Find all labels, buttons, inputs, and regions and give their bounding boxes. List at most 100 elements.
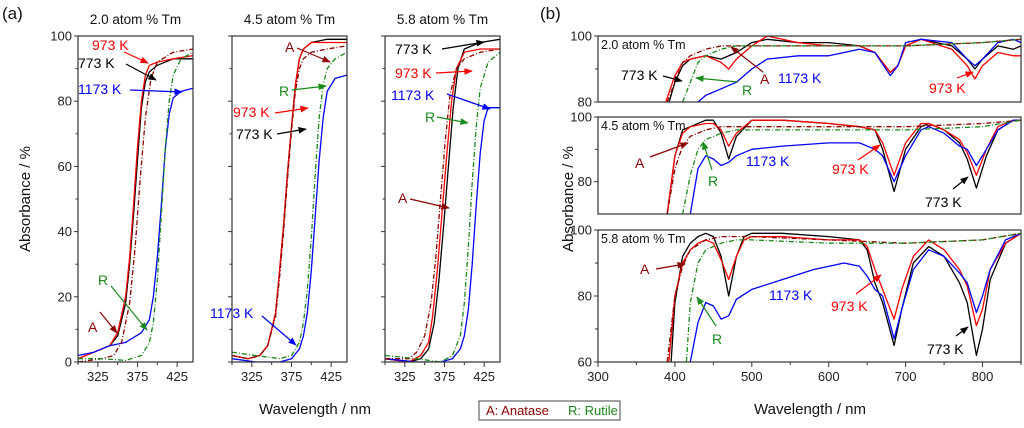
series-line-1173k [385,107,500,362]
a-ylabel: Absorbance / % [17,146,34,252]
plot-a-2: 325 375 425 4.5 atom % Tm A R 973 K 773 K 1173 K [210,12,348,384]
annotation-label: 773 K [621,67,658,83]
y-tick-label: 20 [58,289,72,304]
annotation-label: 773 K [927,341,964,357]
series-line-973k [78,54,193,360]
x-tick-label: 400 [664,369,686,384]
series-line-1173k [78,87,193,357]
annotation-label: 973 K [929,80,966,96]
annotation-arrow [649,142,689,158]
annotation-arrow [436,116,469,125]
x-tick-label: 425 [166,369,188,384]
series-line-1173k [689,119,1021,214]
y-tick-label: 60 [58,159,72,174]
legend-anatase: A: Anatase [486,403,549,418]
annotation-label: R [708,173,718,189]
series-line-r [681,119,1021,214]
annotation-arrow [702,141,713,171]
plot-b-3: 60 80 100 300 400 500 600 700 800 5.8 atom % Tm A R… [570,223,1022,384]
annotation-label: A [285,39,295,55]
annotation-label: A [398,190,408,206]
annotation-label: 1173 K [778,70,822,86]
annotation-arrow [696,296,717,327]
annotation-label: A [88,319,98,335]
y-tick-label: 0 [65,355,72,370]
series-line-973k [666,119,1021,214]
subplot-title: 5.8 atom % Tm [601,232,686,246]
annotation-arrow [125,63,157,81]
series-line-r [685,232,1021,362]
series-line-a [666,232,1021,362]
annotation-label: A [635,155,645,171]
annotation-label: A [760,71,770,87]
y-tick-label: 100 [50,29,72,44]
annotation-label: 1173 K [210,305,254,321]
series-group [232,38,347,362]
annotation-label: 1173 K [391,87,435,103]
plot-b-1: 80 100 2.0 atom % Tm 773 K AR 1173 K 973 K [570,29,1022,110]
series-line-1173k [697,38,1021,102]
annotation-arrow [441,39,485,50]
y-tick-label: 80 [578,95,592,110]
annotation-arrow [662,75,683,83]
annotation-label: 973 K [233,104,270,120]
series-line-r [232,51,347,360]
series-line-a [666,38,1021,102]
subplot-title: 5.8 atom % Tm [397,12,488,27]
x-tick-label: 700 [895,369,917,384]
annotation-arrow [291,83,327,91]
x-tick-label: 325 [241,369,263,384]
series-line-a [78,48,193,362]
x-tick-label: 375 [281,369,303,384]
series-group [665,36,1021,102]
x-tick-label: 375 [434,369,456,384]
annotation-arrow [129,88,183,96]
y-tick-label: 80 [58,94,72,109]
annotation-arrow [695,75,739,83]
y-tick-label: 100 [570,110,592,125]
plot-a-3: 325 375 425 5.8 atom % Tm 773 K 973 K 1173 K R A [381,12,501,384]
x-tick-label: 300 [587,369,609,384]
annotation-label: 1173 K [746,153,790,169]
annotation-label: R [712,331,722,347]
x-tick-label: 425 [320,369,342,384]
annotation-arrow [274,105,309,114]
panel-label-b: (b) [540,4,561,23]
panel-label-a: (a) [2,4,23,23]
x-tick-label: 325 [87,369,109,384]
series-line-773k [670,232,1021,362]
series-line-773k [385,38,500,362]
y-tick-label: 100 [570,223,592,238]
annotation-label: 773 K [925,194,962,210]
annotation-arrow [123,51,149,64]
annotation-label: 773 K [78,55,115,71]
annotation-label: 973 K [395,65,432,81]
annotation-arrow [730,46,764,73]
series-line-973k [385,48,500,362]
annotation-label: R [742,82,752,98]
legend-rutile: R: Rutile [568,403,618,418]
annotation-arrow [110,285,148,331]
series-line-r [78,51,193,362]
annotation-arrow [952,176,969,190]
annotation-label: A [640,261,650,277]
annotation-label: R [279,83,289,99]
subplot-title: 2.0 atom % Tm [601,38,686,52]
a-xlabel: Wavelength / nm [259,401,371,418]
series-line-1173k [689,232,1021,362]
y-tick-label: 80 [578,289,592,304]
x-tick-label: 800 [972,369,994,384]
x-tick-label: 425 [473,369,495,384]
annotation-arrow [857,144,881,161]
legend-box: A: Anatase R: Rutile [478,400,621,421]
series-group [666,232,1021,362]
series-group [78,48,193,362]
annotation-label: 973 K [92,37,129,53]
subplot-title: 2.0 atom % Tm [90,12,181,27]
y-tick-label: 40 [58,224,72,239]
series-line-a [666,119,1021,214]
series-line-773k [78,58,193,360]
annotation-label: R [425,109,435,125]
annotation-arrow [99,311,118,334]
